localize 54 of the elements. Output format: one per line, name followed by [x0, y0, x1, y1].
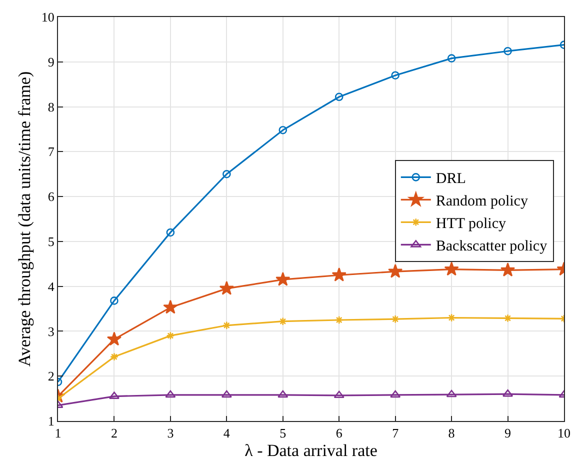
x-tick-label: 10: [558, 426, 570, 441]
point: [391, 71, 400, 80]
point: [447, 54, 456, 62]
x-tick-label: 2: [110, 426, 118, 441]
point: [110, 296, 118, 305]
x-tick-label: 6: [336, 426, 343, 441]
point: [278, 126, 288, 134]
y-tick-label: 8: [48, 99, 54, 114]
y-axis-title: Average throughput (data units/time frame): [14, 71, 34, 367]
point: [500, 262, 516, 276]
x-tick-label: 9: [504, 426, 512, 441]
y-tick-label: 1: [48, 414, 54, 429]
point: [166, 331, 175, 340]
point: [390, 390, 401, 398]
point: [502, 389, 514, 397]
point: [166, 228, 175, 237]
point: [334, 390, 344, 398]
y-tick-label: 9: [48, 54, 54, 70]
legend-label: DRL: [436, 171, 466, 188]
y-tick-label: 10: [41, 10, 54, 25]
point: [106, 332, 122, 346]
point: [446, 390, 457, 398]
point: [165, 390, 176, 398]
point: [163, 300, 178, 314]
y-tick-label: 5: [48, 234, 54, 249]
x-tick-label: 5: [280, 426, 286, 441]
y-tick-label: 7: [48, 144, 55, 160]
point: [110, 352, 118, 362]
point: [334, 92, 344, 102]
point: [447, 314, 456, 322]
legend-label: Random policy: [436, 194, 528, 210]
point: [278, 390, 288, 398]
y-tick-label: 2: [48, 368, 54, 384]
x-tick-label: 3: [167, 426, 174, 441]
point: [504, 46, 512, 56]
point: [222, 170, 231, 178]
x-tick-label: 4: [223, 426, 230, 441]
point: [388, 264, 403, 278]
x-axis-title: λ - Data arrival rate: [244, 441, 378, 460]
point: [219, 280, 234, 295]
y-tick-label: 4: [48, 278, 55, 294]
y-tick-label: 6: [48, 189, 55, 204]
point: [332, 267, 346, 282]
point: [221, 390, 232, 398]
point: [444, 262, 459, 276]
x-tick-label: 7: [392, 426, 400, 441]
point: [276, 272, 290, 286]
legend-label: Backscatter policy: [436, 238, 548, 255]
point: [391, 314, 400, 324]
point: [334, 316, 344, 324]
x-tick-label: 8: [448, 426, 455, 441]
y-tick-label: 3: [48, 324, 54, 339]
legend-label: HTT policy: [436, 216, 507, 232]
point: [222, 321, 231, 330]
